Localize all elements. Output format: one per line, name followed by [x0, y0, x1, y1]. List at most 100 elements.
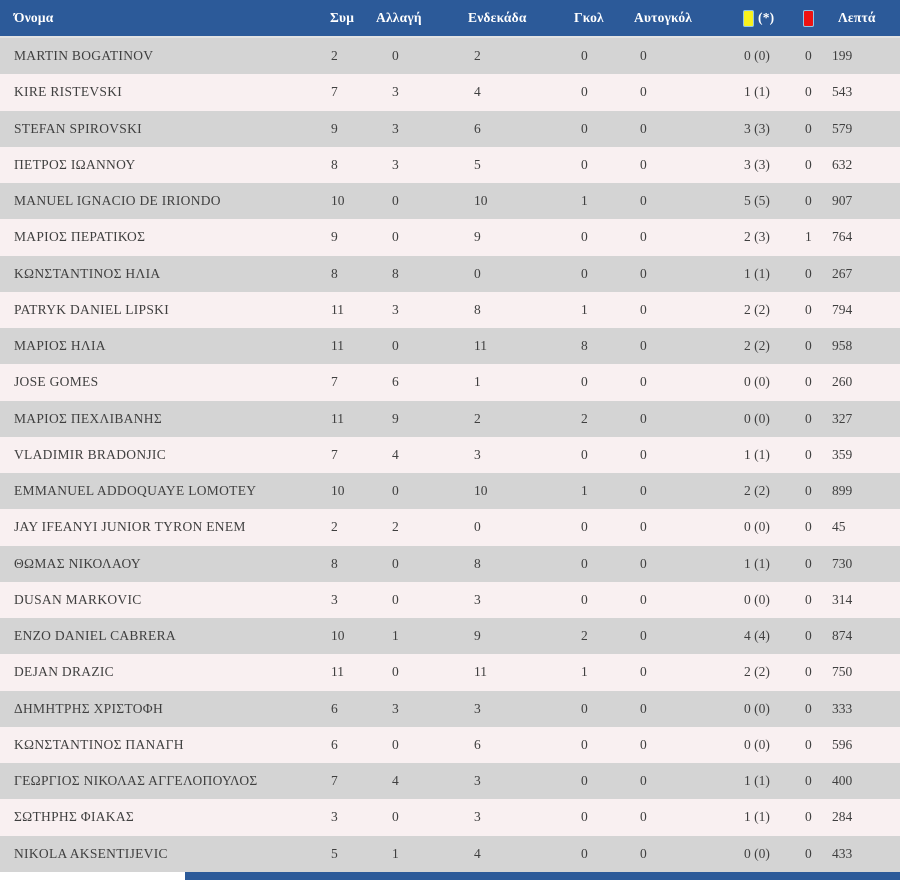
cell-starting-eleven: 3: [474, 773, 481, 789]
table-row: MARTIN BOGATINOV 2 0 2 0 0 0 (0) 0 199: [0, 38, 900, 75]
cell-yellow-cards: 1 (1): [744, 446, 770, 462]
cell-red-cards: 0: [805, 410, 812, 426]
cell-goals: 2: [581, 628, 588, 644]
column-header-own-goals: Αυτογκόλ: [634, 10, 740, 26]
column-header-label: Λεπτά: [838, 10, 876, 25]
cell-substitution: 0: [392, 483, 399, 499]
cell-yellow-cards: 0 (0): [744, 736, 770, 752]
cell-appearances: 9: [331, 229, 338, 245]
cell-red-cards: 1: [805, 229, 812, 245]
cell-starting-eleven: 10: [474, 483, 488, 499]
cell-name: PATRYK DANIEL LIPSKI: [14, 301, 170, 317]
cell-own-goals: 0: [640, 84, 647, 100]
cell-minutes: 267: [832, 265, 853, 281]
cell-substitution: 0: [392, 338, 399, 354]
table-body: MARTIN BOGATINOV 2 0 2 0 0 0 (0) 0 199 KIRE RISTE…: [0, 38, 900, 872]
cell-own-goals: 0: [640, 483, 647, 499]
table-row: ΚΩΝΣΤΑΝΤΙΝΟΣ ΗΛΙΑ 8 8 0 0 0 1 (1) 0 267: [0, 255, 900, 292]
cell-yellow-cards: 1 (1): [744, 809, 770, 825]
cell-yellow-cards: 0 (0): [744, 410, 770, 426]
column-header-label: Όνομα: [14, 10, 54, 25]
cell-appearances: 7: [331, 374, 338, 390]
footer-accent-bar: [185, 872, 900, 880]
cell-name: ΜΑΡΙΟΣ ΗΛΙΑ: [14, 338, 106, 354]
cell-name: ΘΩΜΑΣ ΝΙΚΟΛΑΟΥ: [14, 555, 141, 571]
cell-red-cards: 0: [805, 446, 812, 462]
cell-starting-eleven: 4: [474, 84, 481, 100]
cell-minutes: 199: [832, 48, 853, 64]
cell-name: JAY IFEANYI JUNIOR TYRON ENEM: [14, 519, 246, 535]
cell-yellow-cards: 1 (1): [744, 773, 770, 789]
cell-goals: 2: [581, 410, 588, 426]
cell-goals: 8: [581, 338, 588, 354]
cell-yellow-cards: 2 (2): [744, 664, 770, 680]
cell-own-goals: 0: [640, 591, 647, 607]
cell-red-cards: 0: [805, 374, 812, 390]
cell-goals: 0: [581, 48, 588, 64]
cell-starting-eleven: 2: [474, 48, 481, 64]
cell-goals: 0: [581, 156, 588, 172]
cell-name: EMMANUEL ADDOQUAYE LOMOTEY: [14, 483, 257, 499]
table-row: ΣΩΤΗΡΗΣ ΦΙΑΚΑΣ 3 0 3 0 0 1 (1) 0 284: [0, 799, 900, 836]
cell-appearances: 7: [331, 446, 338, 462]
cell-substitution: 6: [392, 374, 399, 390]
cell-name: NIKOLA AKSENTIJEVIC: [14, 845, 168, 861]
cell-substitution: 4: [392, 773, 399, 789]
cell-own-goals: 0: [640, 446, 647, 462]
cell-starting-eleven: 6: [474, 120, 481, 136]
cell-red-cards: 0: [805, 120, 812, 136]
cell-starting-eleven: 3: [474, 809, 481, 825]
cell-yellow-cards: 5 (5): [744, 193, 770, 209]
cell-goals: 0: [581, 519, 588, 535]
cell-starting-eleven: 8: [474, 555, 481, 571]
column-header-substitution: Αλλαγή: [376, 10, 468, 26]
cell-red-cards: 0: [805, 48, 812, 64]
cell-own-goals: 0: [640, 193, 647, 209]
cell-red-cards: 0: [805, 664, 812, 680]
cell-starting-eleven: 0: [474, 519, 481, 535]
cell-yellow-cards: 1 (1): [744, 555, 770, 571]
cell-name: ΜΑΡΙΟΣ ΠΕΧΛΙΒΑΝΗΣ: [14, 410, 162, 426]
table-row: NIKOLA AKSENTIJEVIC 5 1 4 0 0 0 (0) 0 433: [0, 835, 900, 872]
table-row: PATRYK DANIEL LIPSKI 11 3 8 1 0 2 (2) 0 794: [0, 291, 900, 328]
cell-substitution: 2: [392, 519, 399, 535]
cell-own-goals: 0: [640, 700, 647, 716]
cell-minutes: 400: [832, 773, 853, 789]
cell-appearances: 10: [331, 483, 345, 499]
cell-yellow-cards: 2 (2): [744, 483, 770, 499]
cell-substitution: 0: [392, 48, 399, 64]
cell-appearances: 2: [331, 48, 338, 64]
cell-minutes: 579: [832, 120, 853, 136]
cell-starting-eleven: 2: [474, 410, 481, 426]
cell-starting-eleven: 9: [474, 628, 481, 644]
red-card-icon: [803, 9, 814, 27]
cell-starting-eleven: 5: [474, 156, 481, 172]
cell-red-cards: 0: [805, 84, 812, 100]
cell-appearances: 7: [331, 84, 338, 100]
cell-name: MARTIN BOGATINOV: [14, 48, 154, 64]
cell-name: ΔΗΜΗΤΡΗΣ ΧΡΙΣΤΟΦΗ: [14, 700, 163, 716]
yellow-card-icon: [743, 9, 754, 27]
cell-red-cards: 0: [805, 338, 812, 354]
table-row: ΜΑΡΙΟΣ ΠΕΧΛΙΒΑΝΗΣ 11 9 2 2 0 0 (0) 0 327: [0, 400, 900, 437]
cell-goals: 1: [581, 483, 588, 499]
column-header-name: Όνομα: [0, 10, 330, 26]
cell-yellow-cards: 3 (3): [744, 156, 770, 172]
cell-name: JOSE GOMES: [14, 374, 99, 390]
cell-starting-eleven: 3: [474, 446, 481, 462]
column-header-appearances: Συμ: [330, 10, 376, 26]
cell-minutes: 359: [832, 446, 853, 462]
cell-goals: 0: [581, 773, 588, 789]
cell-red-cards: 0: [805, 736, 812, 752]
cell-substitution: 0: [392, 229, 399, 245]
cell-red-cards: 0: [805, 265, 812, 281]
cell-own-goals: 0: [640, 555, 647, 571]
cell-starting-eleven: 3: [474, 700, 481, 716]
table-row: VLADIMIR BRADONJIC 7 4 3 0 0 1 (1) 0 359: [0, 436, 900, 473]
table-row: KIRE RISTEVSKI 7 3 4 0 0 1 (1) 0 543: [0, 74, 900, 111]
table-row: STEFAN SPIROVSKI 9 3 6 0 0 3 (3) 0 579: [0, 110, 900, 147]
cell-goals: 0: [581, 700, 588, 716]
cell-appearances: 3: [331, 591, 338, 607]
cell-minutes: 764: [832, 229, 853, 245]
